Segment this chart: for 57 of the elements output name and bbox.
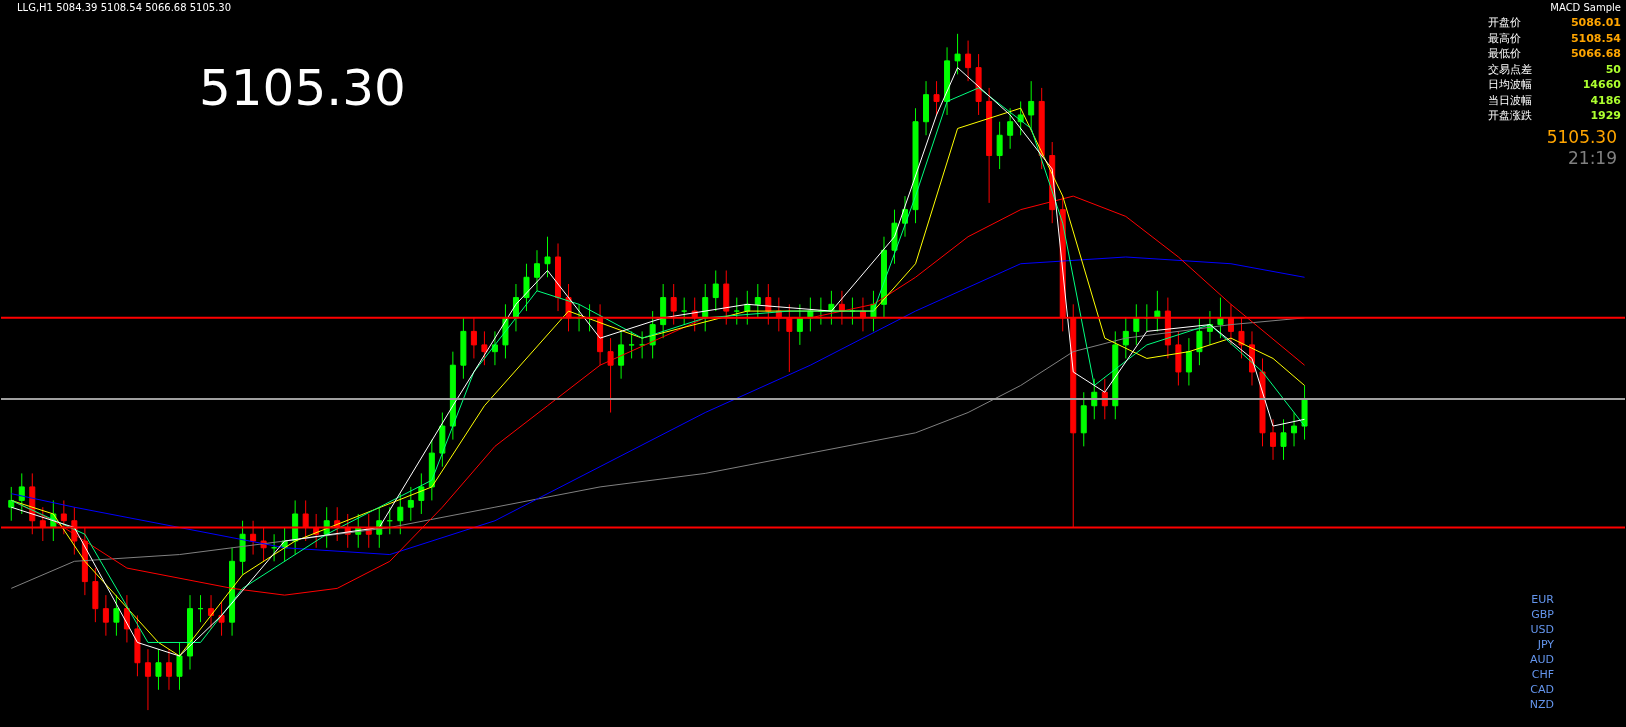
candlestick — [102, 594, 109, 637]
text: GBP — [1531, 608, 1555, 621]
candlestick — [618, 330, 625, 380]
candlestick — [954, 33, 961, 75]
text: 开盘价 5086.01 — [1488, 16, 1621, 29]
candlestick — [18, 472, 25, 515]
candlestick — [407, 486, 414, 522]
text: 5105.30 — [1546, 127, 1617, 147]
candlestick — [712, 270, 719, 312]
candlestick — [1133, 303, 1140, 346]
candlestick — [1154, 290, 1161, 332]
text: NZD — [1529, 698, 1554, 711]
candlestick — [796, 303, 803, 346]
candlestick — [1217, 297, 1224, 339]
text: CAD — [1530, 683, 1554, 696]
candlestick — [481, 330, 488, 366]
candlestick — [176, 641, 183, 691]
text: CHF — [1531, 668, 1554, 681]
candlestick — [418, 472, 425, 515]
annotation: 5105.30 — [199, 59, 406, 117]
candlestick — [681, 297, 688, 326]
candlestick — [733, 297, 740, 326]
text: 开盘涨跌 1929 — [1488, 109, 1621, 122]
candlestick — [1028, 80, 1035, 129]
candlestick — [607, 337, 614, 414]
candlestick — [1185, 337, 1192, 386]
candlestick — [544, 236, 551, 278]
text: MACD Sample — [1550, 2, 1621, 13]
text: 最低价 5066.68 — [1488, 47, 1621, 60]
candlestick — [996, 121, 1003, 170]
text: 交易点差 50 — [1488, 62, 1621, 76]
text: USD — [1530, 623, 1554, 636]
text: 最高价 5108.54 — [1488, 31, 1621, 45]
candlestick — [397, 493, 404, 535]
text: 日均波幅 14660 — [1488, 78, 1621, 91]
candlestick — [965, 40, 972, 82]
text: JPY — [1536, 638, 1555, 651]
candlestick — [144, 648, 151, 711]
candlestick — [1007, 107, 1014, 150]
text: 当日波幅 4186 — [1488, 93, 1621, 107]
candlestick — [628, 330, 635, 359]
candlestick — [523, 263, 530, 312]
candlestick — [933, 80, 940, 116]
candlestick — [113, 594, 120, 637]
candlestick — [1196, 317, 1203, 366]
candlestick — [1291, 412, 1298, 447]
candlestick — [533, 249, 540, 292]
text: EUR — [1531, 593, 1555, 606]
candlestick — [165, 648, 172, 691]
candlestick — [1122, 317, 1129, 359]
candlestick — [155, 648, 162, 691]
text: 21:19 — [1568, 148, 1617, 168]
text: LLG,H1 5084.39 5108.54 5066.68 5105.30 — [17, 2, 232, 13]
candlestick — [1270, 418, 1277, 461]
candlestick — [1280, 418, 1287, 461]
candlestick — [754, 283, 761, 319]
text: AUD — [1529, 653, 1554, 666]
